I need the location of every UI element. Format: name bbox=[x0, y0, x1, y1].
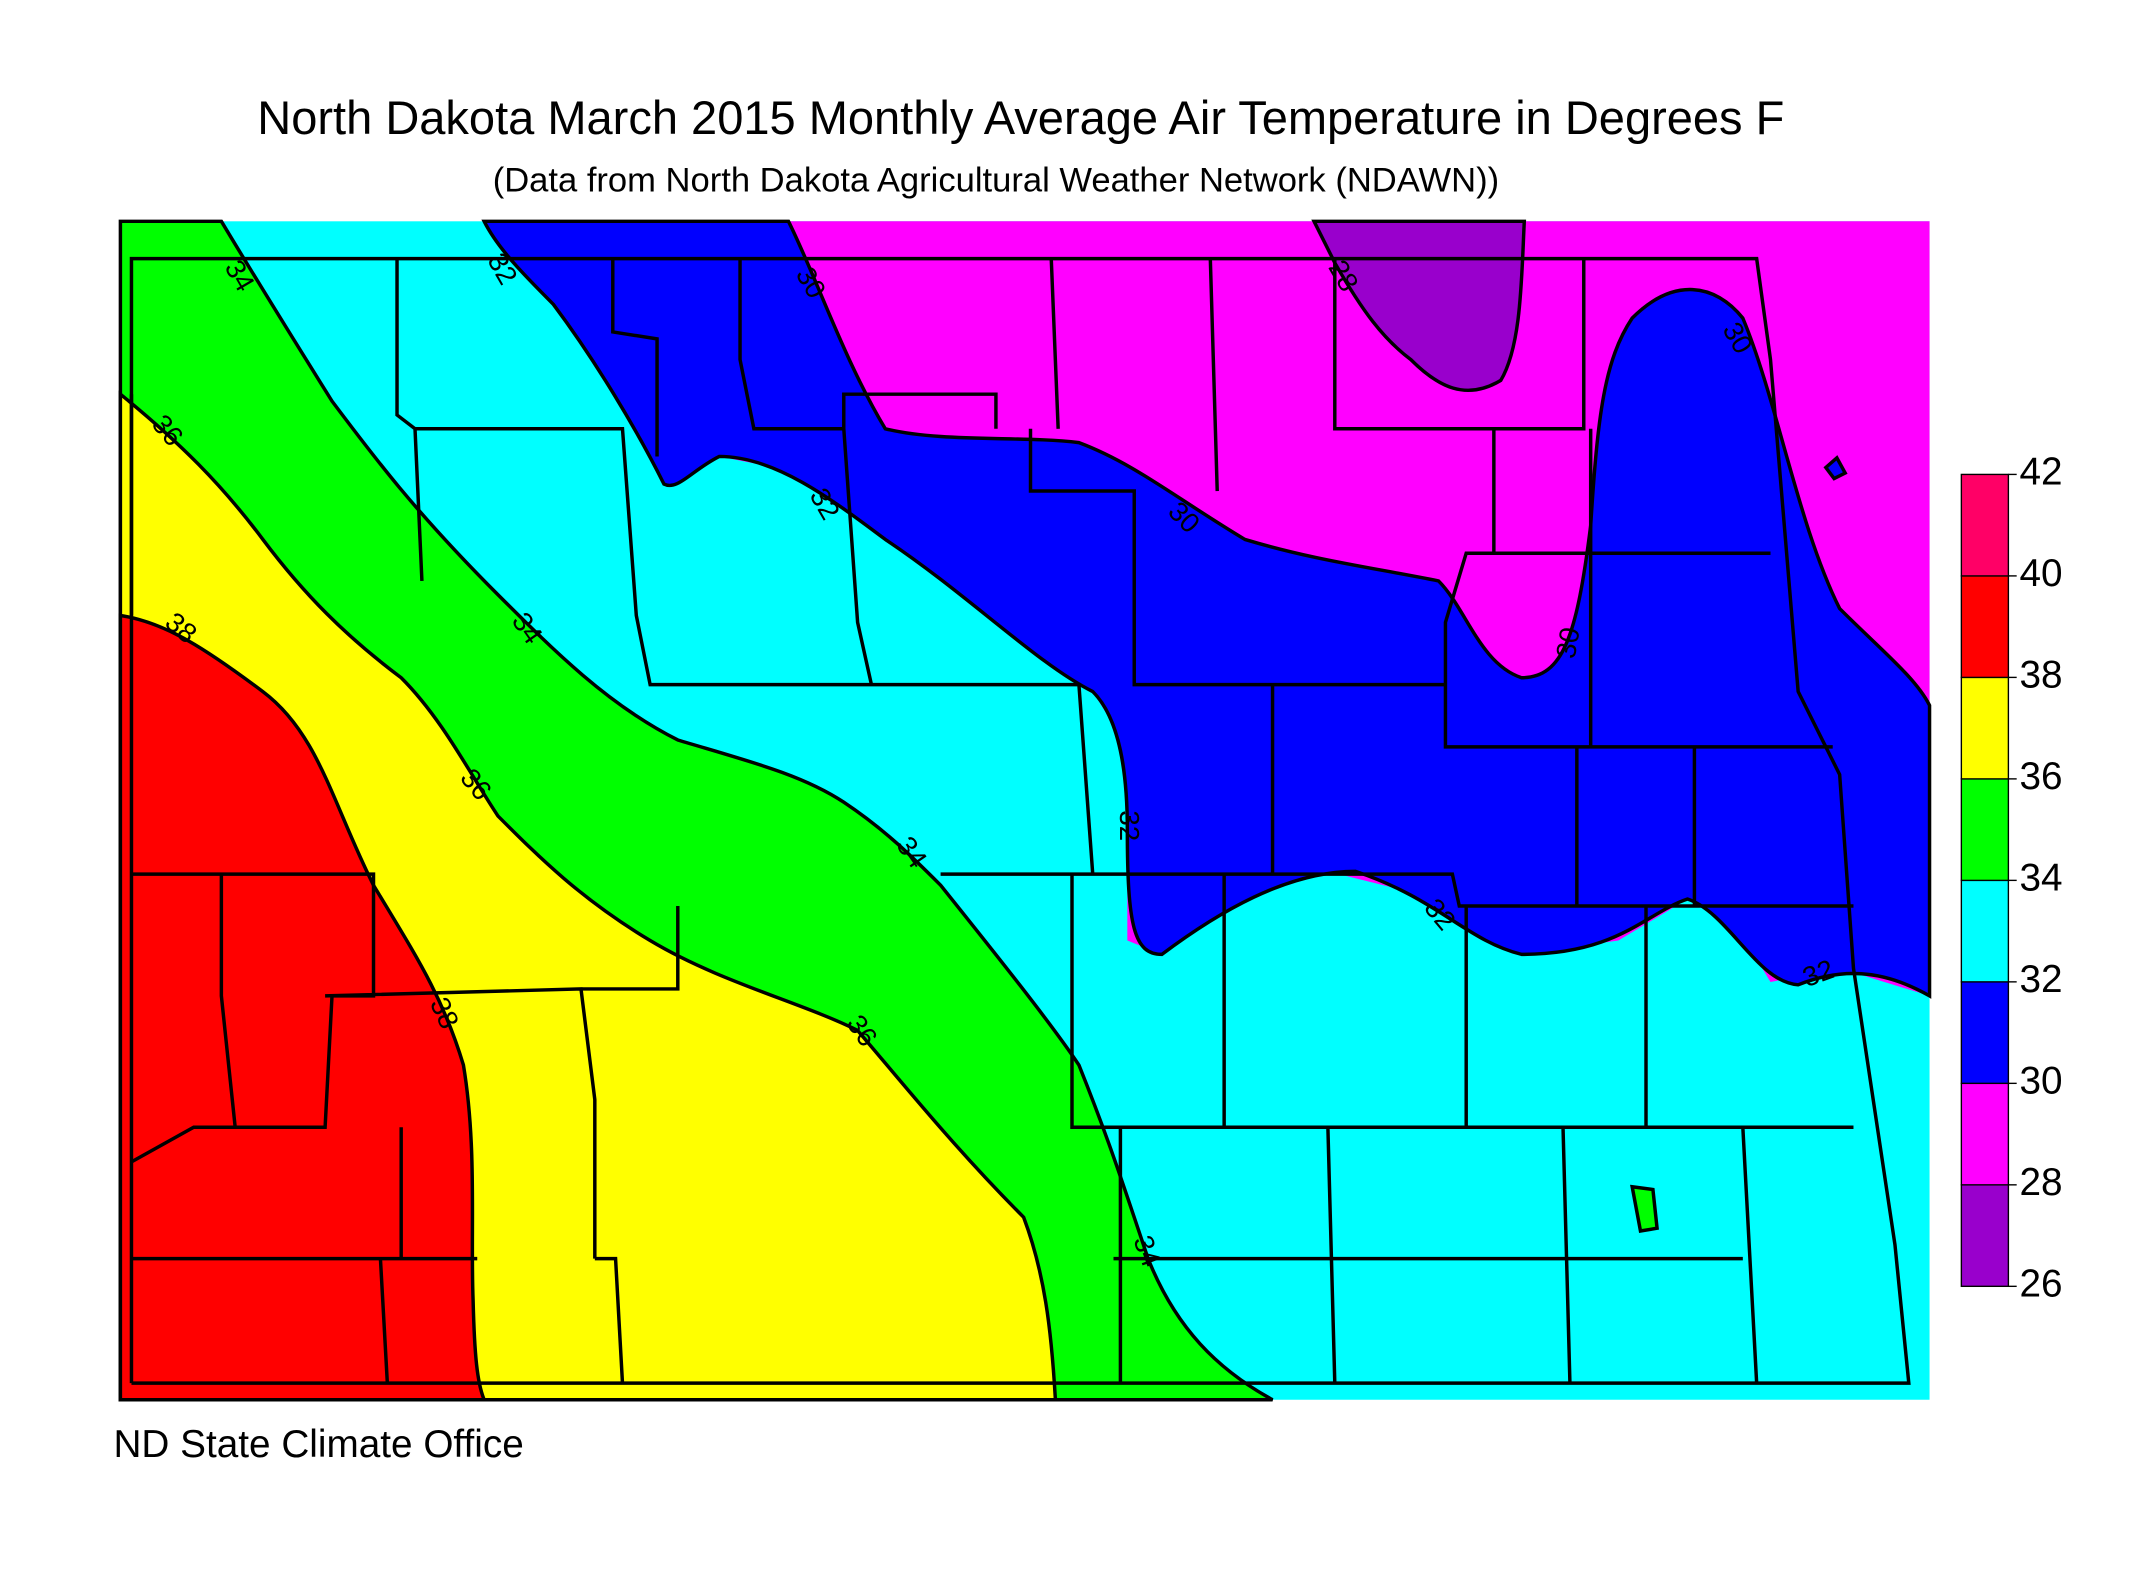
subtitle: (Data from North Dakota Agricultural Wea… bbox=[493, 162, 1499, 200]
contour-label: 30 bbox=[1550, 625, 1586, 661]
legend-band bbox=[1960, 778, 2010, 882]
contour-label: 32 bbox=[1114, 810, 1145, 841]
map-area bbox=[118, 219, 1932, 1402]
blue-spot bbox=[1823, 455, 1848, 481]
legend-band bbox=[1960, 1184, 2010, 1288]
purple-region bbox=[1311, 219, 1527, 393]
legend-tick-label: 38 bbox=[2019, 654, 2062, 697]
legend-tick-label: 26 bbox=[2019, 1263, 2062, 1306]
title: North Dakota March 2015 Monthly Average … bbox=[257, 91, 1784, 144]
county-lines bbox=[129, 256, 1911, 1385]
legend-tick-label: 28 bbox=[2019, 1161, 2062, 1204]
legend-band bbox=[1960, 473, 2010, 577]
green-spot bbox=[1630, 1184, 1659, 1233]
legend-band bbox=[1960, 981, 2010, 1085]
legend-band bbox=[1960, 1082, 2010, 1186]
legend-band bbox=[1960, 575, 2010, 679]
legend-band bbox=[1960, 879, 2010, 983]
legend-tick-label: 36 bbox=[2019, 755, 2062, 798]
red-region bbox=[118, 613, 487, 1402]
legend-tick-label: 40 bbox=[2019, 552, 2062, 595]
legend-tick-label: 30 bbox=[2019, 1060, 2062, 1103]
legend-tick-label: 42 bbox=[2019, 451, 2062, 494]
legend-tick-label: 34 bbox=[2019, 857, 2062, 900]
legend-tick-label: 32 bbox=[2019, 958, 2062, 1001]
legend-band bbox=[1960, 676, 2010, 780]
credit: ND State Climate Office bbox=[113, 1423, 523, 1466]
legend: 26 28 30 32 34 36 38 40 42 bbox=[1960, 451, 2063, 1306]
